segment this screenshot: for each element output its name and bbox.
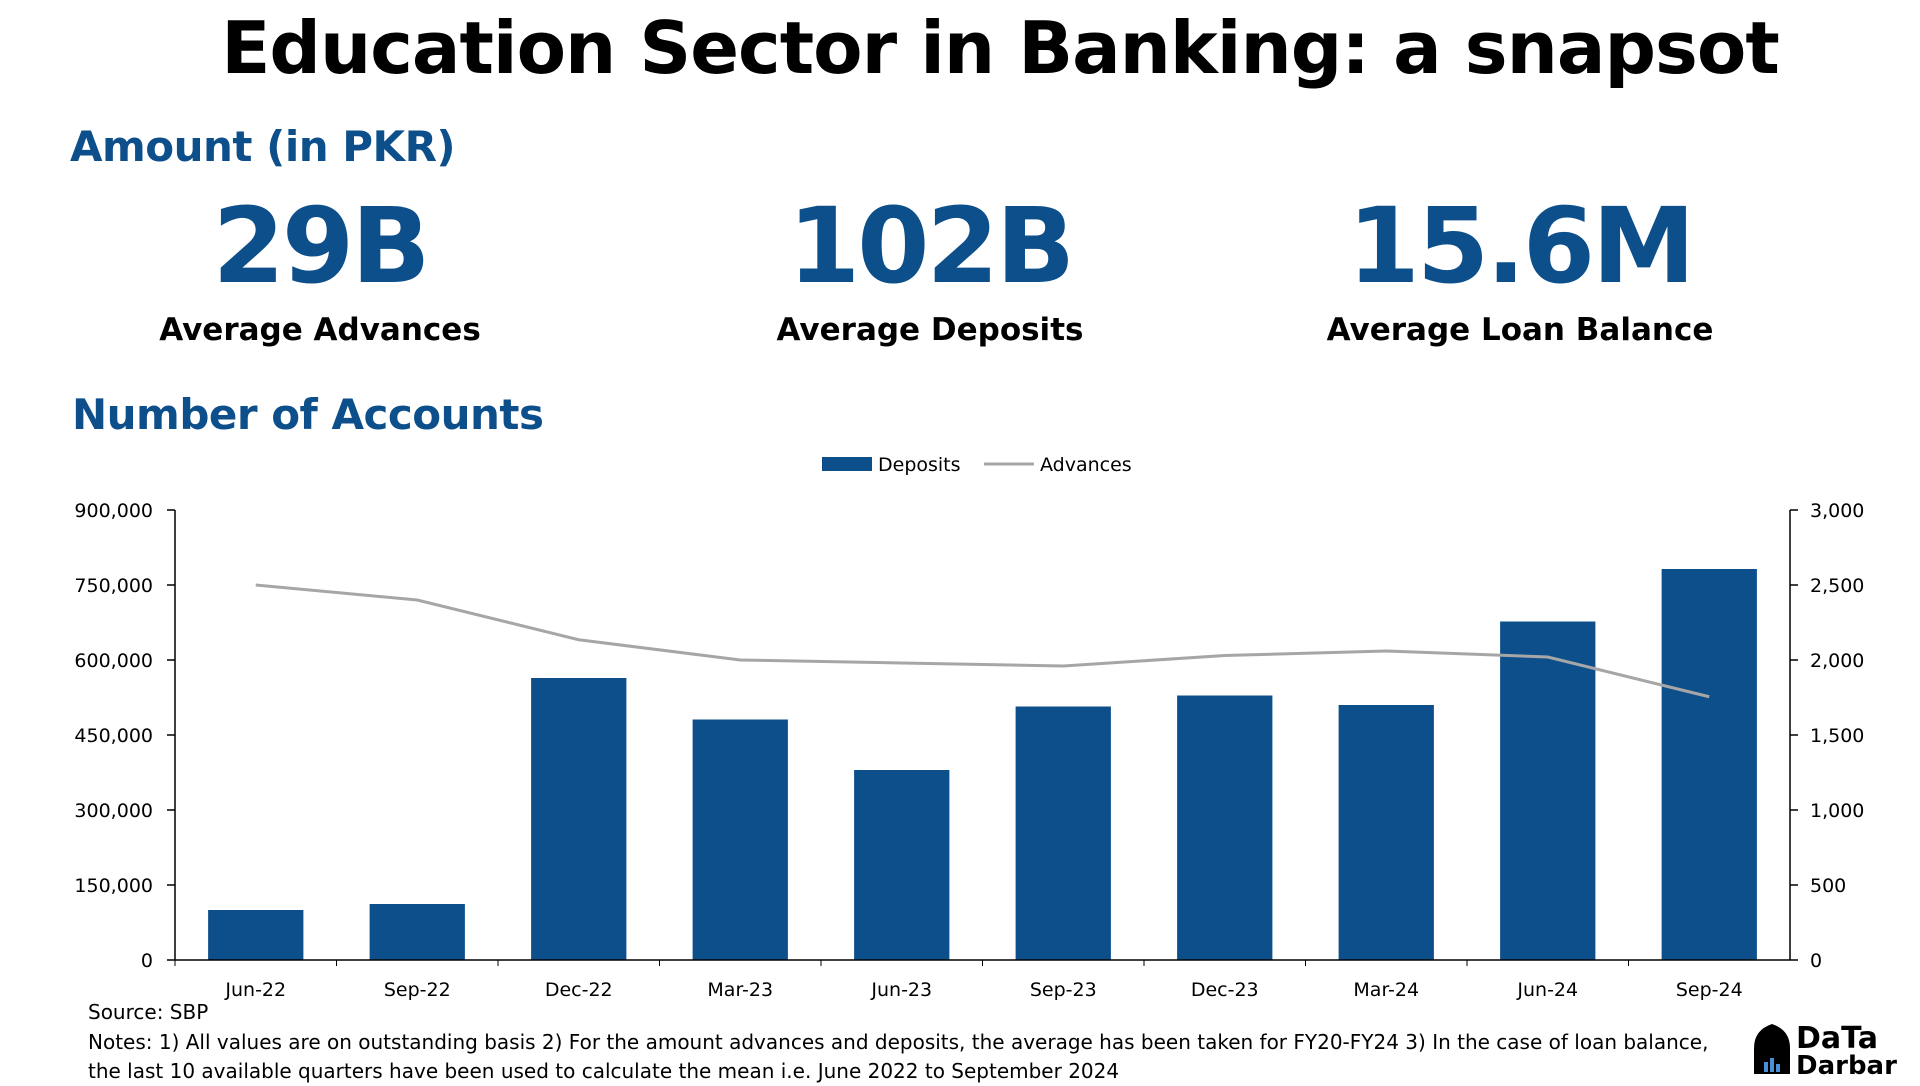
x-tick-label: Jun-23 bbox=[870, 979, 932, 1000]
legend-label-advances: Advances bbox=[1040, 454, 1132, 476]
x-tick-label: Mar-23 bbox=[707, 979, 773, 1000]
kpi-average-deposits: 102B Average Deposits bbox=[650, 186, 1210, 348]
amount-section-title: Amount (in PKR) bbox=[70, 122, 455, 171]
legend-label-deposits: Deposits bbox=[878, 454, 961, 476]
right-tick-label: 1,000 bbox=[1810, 800, 1864, 822]
x-tick-label: Sep-23 bbox=[1030, 979, 1097, 1000]
kpi-label: Average Deposits bbox=[650, 312, 1210, 348]
right-tick-label: 500 bbox=[1810, 875, 1846, 897]
kpi-average-advances: 29B Average Advances bbox=[40, 186, 600, 348]
x-tick-label: Jun-24 bbox=[1516, 979, 1578, 1000]
data-darbar-logo: DaTa Darbar bbox=[1752, 1018, 1902, 1076]
kpi-label: Average Loan Balance bbox=[1240, 312, 1800, 348]
right-tick-label: 2,000 bbox=[1810, 650, 1864, 672]
left-tick-label: 600,000 bbox=[74, 650, 153, 672]
kpi-value: 102B bbox=[650, 186, 1210, 306]
x-tick-label: Dec-22 bbox=[545, 979, 613, 1000]
x-tick-label: Sep-22 bbox=[384, 979, 451, 1000]
x-tick-label: Sep-24 bbox=[1676, 979, 1743, 1000]
bar-deposits-Sep-24 bbox=[1662, 569, 1757, 960]
left-tick-label: 300,000 bbox=[74, 800, 153, 822]
kpi-value: 15.6M bbox=[1240, 186, 1800, 306]
footnotes: Notes: 1) All values are on outstanding … bbox=[88, 1028, 1728, 1086]
bar-deposits-Sep-22 bbox=[370, 904, 465, 960]
bar-deposits-Dec-22 bbox=[531, 678, 626, 960]
kpi-average-loan-balance: 15.6M Average Loan Balance bbox=[1240, 186, 1800, 348]
x-tick-label: Mar-24 bbox=[1353, 979, 1419, 1000]
bar-deposits-Jun-23 bbox=[854, 770, 949, 960]
bar-deposits-Sep-23 bbox=[1016, 707, 1111, 961]
bar-deposits-Dec-23 bbox=[1177, 696, 1272, 961]
line-advances bbox=[256, 585, 1710, 697]
right-tick-label: 1,500 bbox=[1810, 725, 1864, 747]
x-tick-label: Jun-22 bbox=[224, 979, 286, 1000]
bar-deposits-Jun-24 bbox=[1500, 622, 1595, 961]
legend-swatch-deposits bbox=[822, 457, 872, 471]
accounts-section-title: Number of Accounts bbox=[72, 390, 543, 439]
kpi-value: 29B bbox=[40, 186, 600, 306]
left-tick-label: 750,000 bbox=[74, 575, 153, 597]
accounts-chart: 0 150,000 300,000 450,000 600,000 750,000 900,… bbox=[0, 440, 1920, 1000]
page-title: Education Sector in Banking: a snapsot bbox=[0, 6, 1920, 90]
bar-deposits-Mar-23 bbox=[693, 720, 788, 961]
x-tick-label: Dec-23 bbox=[1191, 979, 1259, 1000]
right-tick-label: 2,500 bbox=[1810, 575, 1864, 597]
left-tick-label: 0 bbox=[141, 950, 153, 972]
bar-deposits-Mar-24 bbox=[1339, 705, 1434, 960]
kpi-label: Average Advances bbox=[40, 312, 600, 348]
logo-line2: Darbar bbox=[1796, 1051, 1897, 1076]
bar-deposits-Jun-22 bbox=[208, 910, 303, 960]
left-tick-label: 900,000 bbox=[74, 500, 153, 522]
source-note: Source: SBP bbox=[88, 1000, 208, 1024]
left-tick-label: 150,000 bbox=[74, 875, 153, 897]
right-tick-label: 0 bbox=[1810, 950, 1822, 972]
left-tick-label: 450,000 bbox=[74, 725, 153, 747]
right-tick-label: 3,000 bbox=[1810, 500, 1864, 522]
